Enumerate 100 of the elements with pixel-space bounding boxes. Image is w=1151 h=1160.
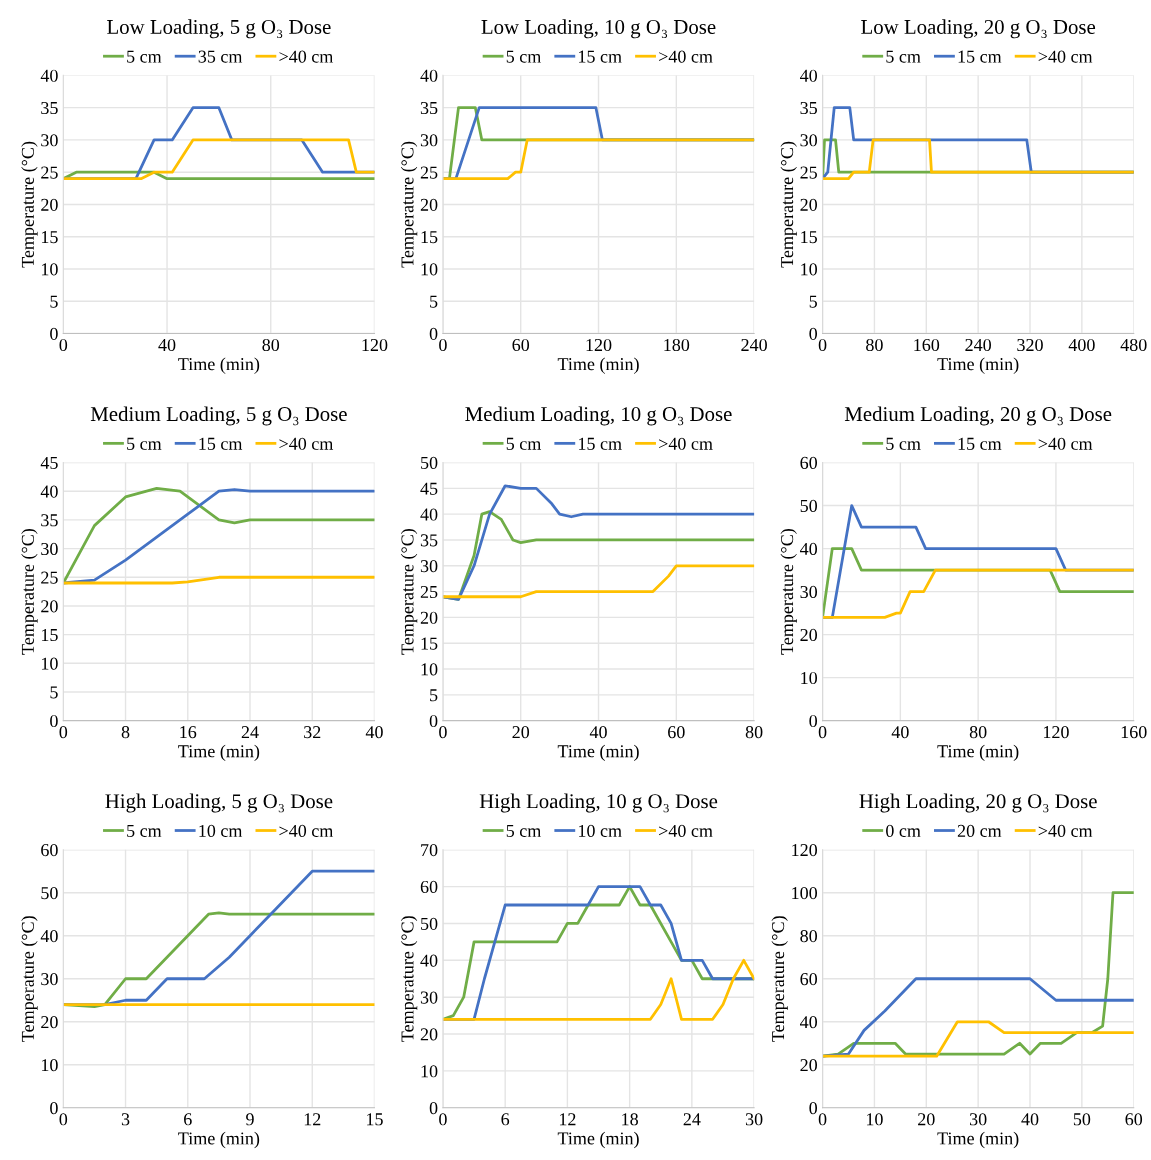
x-tick-label: 8	[121, 726, 130, 739]
x-tick-label: 12	[304, 1113, 321, 1126]
y-tick-label: 15	[801, 231, 817, 244]
x-tick-label: 0	[818, 338, 827, 352]
x-tick-label: 16	[180, 726, 197, 739]
legend-label: 10 cm	[199, 824, 243, 837]
x-tick-label: 15	[367, 1113, 383, 1126]
legend-label: 0 cm	[886, 824, 921, 837]
x-tick-label: 6	[501, 1113, 510, 1126]
legend-label: >40 cm	[1038, 824, 1093, 837]
legend-label: 5 cm	[127, 50, 162, 63]
y-tick-label: 0	[50, 327, 58, 340]
y-tick-label: 10	[41, 263, 58, 276]
y-tick-label: 25	[420, 585, 438, 599]
y-tick-label: 0	[429, 714, 438, 728]
chart-title: Medium Loading, 10 g O₃ Dose	[465, 406, 732, 426]
x-tick-label: 0	[439, 1113, 447, 1126]
y-axis-title: Temperature (°C)	[771, 916, 788, 1042]
y-axis-title: Temperature (°C)	[780, 141, 797, 268]
x-tick-label: 80	[866, 338, 883, 352]
y-tick-label: 20	[420, 198, 438, 211]
y-tick-label: 45	[40, 456, 58, 469]
x-tick-label: 18	[622, 1113, 638, 1126]
y-tick-label: 50	[41, 886, 58, 900]
legend-label: 15 cm	[579, 437, 622, 450]
y-tick-label: 20	[800, 198, 818, 211]
x-tick-label: 10	[866, 1113, 883, 1126]
y-tick-label: 0	[50, 1102, 58, 1115]
legend-label: 5 cm	[127, 437, 162, 450]
x-tick-label: 20	[512, 726, 530, 739]
x-tick-label: 180	[664, 338, 690, 352]
legend-label: 15 cm	[958, 437, 1002, 450]
y-tick-label: 20	[41, 198, 58, 211]
y-tick-label: 40	[40, 485, 58, 498]
x-axis-title: Time (min)	[557, 1131, 639, 1149]
x-tick-label: 240	[965, 338, 991, 352]
y-tick-label: 45	[420, 482, 438, 495]
x-tick-label: 50	[1073, 1113, 1091, 1126]
chart-title: High Loading, 5 g O₃ Dose	[105, 793, 333, 813]
y-tick-label: 10	[801, 263, 818, 276]
y-tick-label: 10	[421, 663, 438, 676]
chart-title: Low Loading, 20 g O₃ Dose	[861, 19, 1096, 39]
y-tick-label: 10	[801, 671, 818, 685]
y-tick-label: 35	[41, 514, 58, 527]
x-axis-title: Time (min)	[557, 357, 639, 374]
y-tick-label: 40	[800, 69, 818, 82]
y-tick-label: 10	[41, 1059, 58, 1072]
x-axis-title: Time (min)	[937, 744, 1019, 762]
y-tick-label: 50	[421, 917, 438, 930]
y-tick-label: 40	[420, 954, 438, 967]
y-tick-label: 40	[800, 1016, 818, 1029]
y-tick-label: 60	[41, 843, 58, 857]
legend-label: >40 cm	[659, 437, 713, 450]
y-axis-title: Temperature (°C)	[21, 916, 38, 1042]
y-tick-label: 5	[50, 295, 58, 308]
y-tick-label: 40	[40, 69, 58, 82]
y-tick-label: 15	[41, 231, 58, 244]
x-tick-label: 40	[158, 338, 176, 352]
x-tick-label: 480	[1120, 338, 1147, 352]
y-tick-label: 30	[41, 134, 58, 147]
y-tick-label: 25	[800, 166, 817, 179]
y-tick-label: 10	[41, 657, 58, 670]
legend-label: >40 cm	[279, 437, 334, 450]
x-tick-label: 60	[668, 726, 685, 739]
chart-title: High Loading, 10 g O₃ Dose	[479, 793, 718, 813]
legend-label: 5 cm	[506, 825, 542, 837]
legend-label: >40 cm	[659, 50, 713, 63]
x-tick-label: 0	[818, 1113, 827, 1126]
y-tick-label: 0	[429, 327, 438, 340]
x-tick-label: 3	[121, 1113, 130, 1126]
y-tick-label: 20	[420, 611, 438, 624]
y-axis-title: Temperature (°C)	[400, 529, 418, 655]
chart-title: High Loading, 20 g O₃ Dose	[859, 793, 1097, 813]
legend-label: 5 cm	[506, 50, 542, 63]
x-tick-label: 60	[1125, 1113, 1143, 1126]
x-tick-label: 24	[241, 726, 259, 739]
y-tick-label: 30	[420, 991, 438, 1004]
legend-label: >40 cm	[279, 824, 334, 837]
y-tick-label: 25	[41, 571, 58, 584]
x-axis-title: Time (min)	[937, 357, 1019, 374]
y-tick-label: 15	[421, 231, 438, 244]
x-tick-label: 40	[365, 726, 383, 739]
y-tick-label: 60	[420, 880, 438, 894]
x-tick-label: 40	[1021, 1113, 1039, 1126]
x-tick-label: 0	[59, 1113, 68, 1126]
y-tick-label: 5	[430, 689, 438, 702]
y-tick-label: 5	[809, 295, 817, 308]
y-tick-label: 20	[800, 628, 818, 642]
legend-label: 5 cm	[127, 825, 162, 837]
y-tick-label: 0	[809, 1102, 818, 1115]
chart-title: Low Loading, 5 g O₃ Dose	[107, 19, 331, 39]
y-tick-label: 20	[41, 1016, 58, 1029]
y-axis-title: Temperature (°C)	[21, 141, 38, 268]
y-axis-title: Temperature (°C)	[400, 141, 418, 268]
x-axis-title: Time (min)	[178, 357, 260, 374]
y-tick-label: 30	[420, 134, 438, 147]
chart-title: Low Loading, 10 g O₃ Dose	[481, 19, 716, 39]
x-tick-label: 0	[439, 338, 447, 352]
y-tick-label: 30	[800, 585, 818, 599]
legend-label: 5 cm	[886, 50, 921, 63]
